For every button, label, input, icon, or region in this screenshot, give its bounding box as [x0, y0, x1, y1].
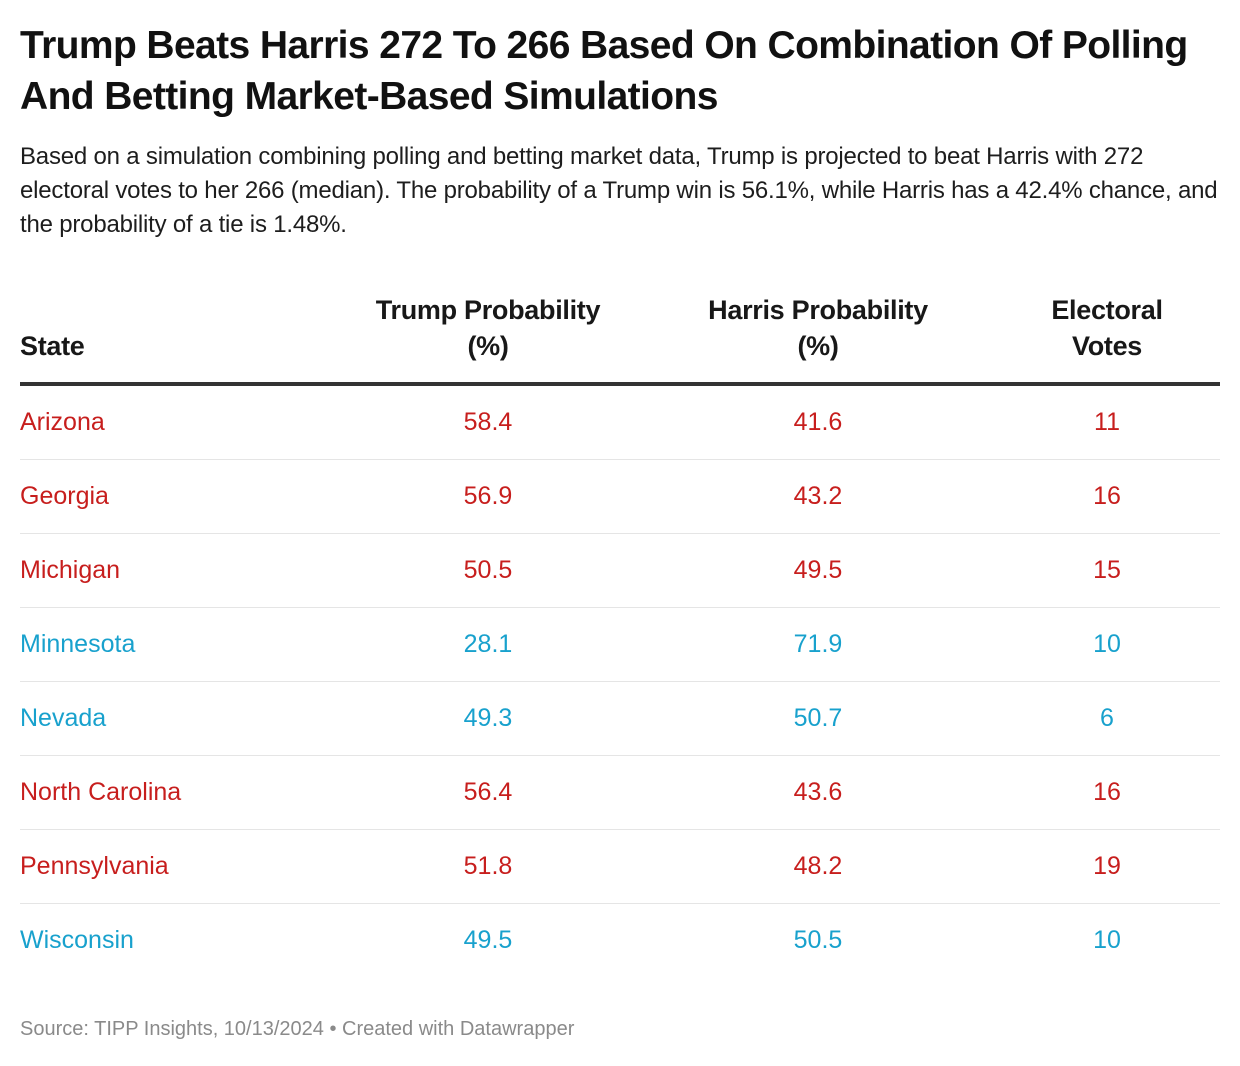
- trump-probability-cell: 51.8: [334, 829, 642, 904]
- table-row: North Carolina 56.4 43.6 16: [20, 755, 1220, 830]
- electoral-votes-cell: 16: [994, 459, 1220, 534]
- table-row: Wisconsin 49.5 50.5 10: [20, 904, 1220, 978]
- electoral-votes-cell: 19: [994, 829, 1220, 904]
- harris-probability-cell: 50.5: [793, 926, 843, 954]
- column-header-electoral-votes[interactable]: Electoral Votes: [994, 292, 1220, 384]
- trump-probability-cell: 58.4: [334, 384, 642, 460]
- harris-probability-cell: 43.6: [642, 755, 994, 830]
- chart-header: Trump Beats Harris 272 To 266 Based On C…: [20, 20, 1220, 242]
- trump-probability-cell: 28.1: [334, 607, 642, 682]
- column-header-harris-probability[interactable]: Harris Probability (%): [642, 292, 994, 384]
- trump-probability-cell: 49.5: [463, 926, 513, 954]
- electoral-votes-cell: 10: [994, 607, 1220, 682]
- table-row: Georgia 56.9 43.2 16: [20, 459, 1220, 534]
- state-cell: Nevada: [20, 681, 334, 756]
- table-row: Nevada 49.3 50.7 6: [20, 681, 1220, 756]
- harris-probability-cell: 48.2: [642, 829, 994, 904]
- state-cell: Pennsylvania: [20, 829, 334, 904]
- column-header-trump-probability[interactable]: Trump Probability (%): [334, 292, 642, 384]
- column-header-trump-label: Trump Probability (%): [375, 295, 601, 361]
- harris-probability-cell: 43.2: [642, 459, 994, 534]
- harris-probability-cell: 50.7: [642, 681, 994, 756]
- trump-probability-cell: 56.9: [334, 459, 642, 534]
- electoral-votes-cell: 15: [994, 533, 1220, 608]
- column-header-state[interactable]: State: [20, 331, 85, 361]
- state-cell: Minnesota: [20, 607, 334, 682]
- electoral-votes-cell: 11: [994, 384, 1220, 460]
- table-row: Pennsylvania 51.8 48.2 19: [20, 829, 1220, 904]
- table-header-row: State Trump Probability (%) Harris Proba…: [20, 292, 1220, 384]
- electoral-votes-cell: 10: [1093, 926, 1121, 954]
- source-footer: Source: TIPP Insights, 10/13/2024 • Crea…: [20, 1018, 575, 1040]
- state-cell: Arizona: [20, 384, 334, 460]
- state-cell: Wisconsin: [20, 926, 134, 954]
- results-table: State Trump Probability (%) Harris Proba…: [20, 292, 1220, 977]
- trump-probability-cell: 56.4: [334, 755, 642, 830]
- state-cell: Michigan: [20, 533, 334, 608]
- harris-probability-cell: 49.5: [642, 533, 994, 608]
- electoral-votes-cell: 16: [994, 755, 1220, 830]
- table-body: Arizona 58.4 41.6 11 Georgia 56.9 43.2 16 Michig…: [20, 384, 1220, 977]
- column-header-harris-label: Harris Probability (%): [708, 295, 928, 361]
- table-row: Michigan 50.5 49.5 15: [20, 533, 1220, 608]
- trump-probability-cell: 50.5: [334, 533, 642, 608]
- column-header-ev-label: Electoral Votes: [1051, 295, 1163, 361]
- chart-title: Trump Beats Harris 272 To 266 Based On C…: [20, 24, 1188, 118]
- chart-description: Based on a simulation combining polling …: [20, 143, 1218, 238]
- harris-probability-cell: 71.9: [642, 607, 994, 682]
- harris-probability-cell: 41.6: [642, 384, 994, 460]
- trump-probability-cell: 49.3: [334, 681, 642, 756]
- table-row: Arizona 58.4 41.6 11: [20, 384, 1220, 460]
- table-row: Minnesota 28.1 71.9 10: [20, 607, 1220, 682]
- electoral-votes-cell: 6: [994, 681, 1220, 756]
- state-cell: Georgia: [20, 459, 334, 534]
- state-cell: North Carolina: [20, 755, 334, 830]
